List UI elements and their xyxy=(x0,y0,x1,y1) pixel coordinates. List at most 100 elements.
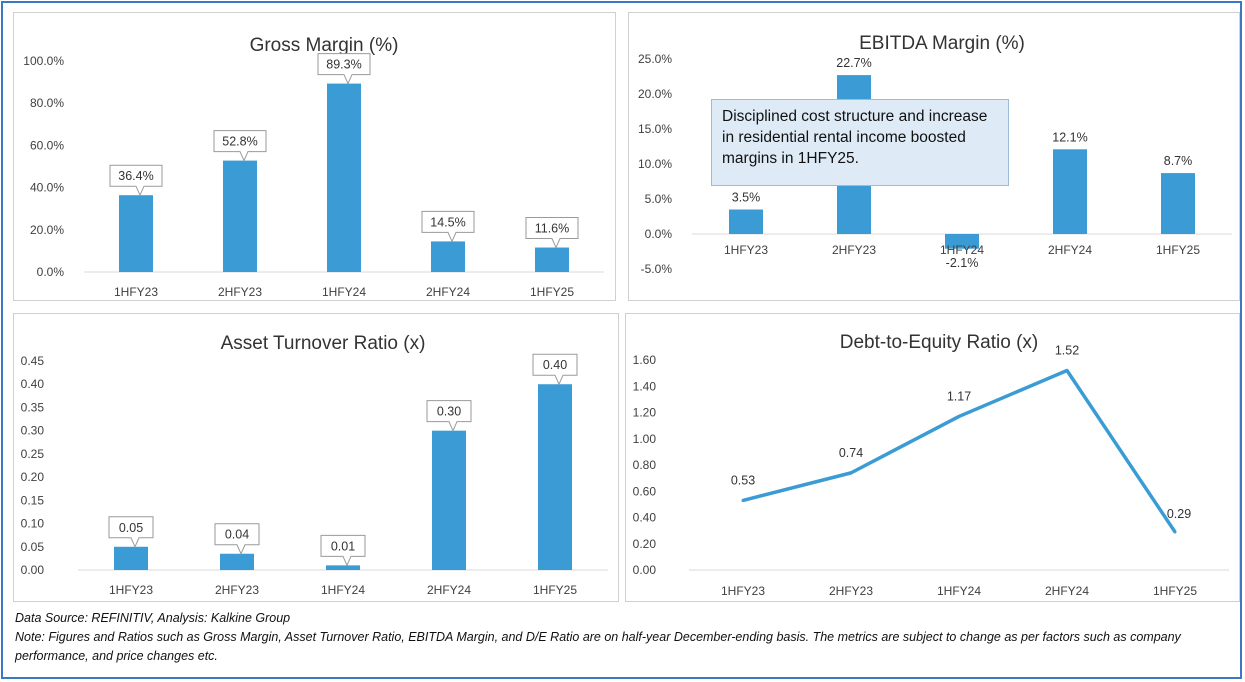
y-tick-label: 1.00 xyxy=(633,432,657,446)
chart-title: Gross Margin (%) xyxy=(250,35,399,56)
data-label: 52.8% xyxy=(222,135,257,149)
y-tick-label: 0.00 xyxy=(633,563,657,577)
data-label: 36.4% xyxy=(118,169,153,183)
footer-notes: Data Source: REFINITIV, Analysis: Kalkin… xyxy=(15,609,1237,666)
data-label: 0.74 xyxy=(839,446,863,460)
x-tick-label: 2HFY24 xyxy=(1045,584,1089,598)
y-tick-label: 0.15 xyxy=(21,493,45,507)
x-tick-label: 2HFY23 xyxy=(829,584,873,598)
data-label: 3.5% xyxy=(732,191,761,205)
y-tick-label: 1.60 xyxy=(633,353,657,367)
data-label-callout xyxy=(317,53,371,85)
data-label: 0.01 xyxy=(331,539,355,553)
y-tick-label: 1.20 xyxy=(633,406,657,420)
bar xyxy=(119,195,153,272)
data-label: -2.1% xyxy=(946,256,979,270)
y-tick-label: 10.0% xyxy=(638,157,672,171)
data-label-callout xyxy=(214,523,260,555)
line-point xyxy=(849,471,853,475)
data-label: 1.17 xyxy=(947,389,971,403)
asset-turnover-chart-panel: Asset Turnover Ratio (x) 0.45 0.40 0.35 0.30… xyxy=(13,313,619,602)
x-tick-label: 1HFY24 xyxy=(322,285,366,299)
bar xyxy=(945,234,979,249)
x-tick-label: 1HFY25 xyxy=(1156,243,1200,257)
y-tick-label: 0.00 xyxy=(21,563,45,577)
x-tick-label: 1HFY24 xyxy=(937,584,981,598)
y-tick-label: 80.0% xyxy=(30,96,64,110)
y-tick-label: 0.40 xyxy=(21,377,45,391)
y-tick-label: 15.0% xyxy=(638,122,672,136)
x-tick-label: 1HFY25 xyxy=(533,583,577,597)
y-tick-label: 0.0% xyxy=(645,227,673,241)
x-tick-label: 1HFY24 xyxy=(321,583,365,597)
data-label: 0.40 xyxy=(543,358,567,372)
data-label-callout xyxy=(213,130,267,162)
line-point xyxy=(741,498,745,502)
y-tick-label: 20.0% xyxy=(638,87,672,101)
y-tick-label: 0.40 xyxy=(633,511,657,525)
bar xyxy=(327,83,361,273)
data-label-callout xyxy=(320,534,366,567)
line-point xyxy=(1065,369,1069,372)
y-tick-label: 0.60 xyxy=(633,484,657,498)
bar xyxy=(114,546,148,570)
x-tick-label: 2HFY24 xyxy=(426,285,470,299)
x-tick-label: 1HFY23 xyxy=(721,584,765,598)
y-tick-label: 0.05 xyxy=(21,540,45,554)
data-label-callout xyxy=(426,400,472,432)
bar xyxy=(1161,173,1195,234)
data-label: 0.05 xyxy=(119,521,143,535)
chart-title: Debt-to-Equity Ratio (x) xyxy=(840,332,1039,353)
x-tick-label: 1HFY25 xyxy=(1153,584,1197,598)
bar xyxy=(432,430,466,570)
ebitda-annotation-callout: Disciplined cost structure and increase … xyxy=(711,99,1009,186)
data-label-callout xyxy=(109,164,163,197)
y-tick-label: 100.0% xyxy=(23,54,64,68)
debt-to-equity-chart-panel: Debt-to-Equity Ratio (x) 1.60 1.40 1.20 1.00… xyxy=(625,313,1240,602)
data-label-callout xyxy=(525,217,579,249)
y-tick-label: 25.0% xyxy=(638,52,672,66)
data-label: 8.7% xyxy=(1164,154,1193,168)
x-tick-label: 2HFY24 xyxy=(427,583,471,597)
y-tick-label: -5.0% xyxy=(641,262,673,276)
line-point xyxy=(957,414,961,418)
data-label: 11.6% xyxy=(535,222,570,236)
x-tick-label: 1HFY23 xyxy=(114,285,158,299)
y-tick-label: 40.0% xyxy=(30,181,64,195)
data-label: 0.30 xyxy=(437,405,461,419)
x-tick-label: 2HFY23 xyxy=(218,285,262,299)
data-label: 22.7% xyxy=(836,56,871,70)
bar xyxy=(326,565,360,570)
x-tick-label: 1HFY23 xyxy=(724,243,768,257)
x-tick-label: 1HFY23 xyxy=(109,583,153,597)
y-tick-label: 0.10 xyxy=(21,517,45,531)
x-tick-label: 2HFY23 xyxy=(215,583,259,597)
bar xyxy=(1053,149,1087,234)
chart-title: Asset Turnover Ratio (x) xyxy=(221,333,426,354)
note-text: Note: Figures and Ratios such as Gross M… xyxy=(15,630,1181,663)
bar xyxy=(220,553,254,570)
y-tick-label: 0.20 xyxy=(21,470,45,484)
data-label-callout xyxy=(532,353,578,386)
ebitda-margin-chart-panel: EBITDA Margin (%) 25.0% 20.0% 15.0% 10.0% 5.0… xyxy=(628,12,1240,301)
y-tick-label: 5.0% xyxy=(645,192,673,206)
y-tick-label: 0.25 xyxy=(21,447,45,461)
bar xyxy=(535,247,569,272)
gross-margin-chart: Gross Margin (%) 100.0% 80.0% 60.0% 40.0% 20.… xyxy=(23,35,604,299)
x-tick-label: 1HFY25 xyxy=(530,285,574,299)
data-label-callout xyxy=(108,516,154,549)
data-label-callout xyxy=(421,210,475,243)
data-source-text: Data Source: REFINITIV, Analysis: Kalkin… xyxy=(15,611,291,625)
y-tick-label: 0.45 xyxy=(21,354,45,368)
bar xyxy=(538,384,572,570)
data-label: 0.53 xyxy=(731,473,755,487)
y-tick-label: 20.0% xyxy=(30,223,64,237)
y-tick-label: 0.35 xyxy=(21,400,45,414)
y-tick-label: 0.80 xyxy=(633,458,657,472)
data-label: 14.5% xyxy=(430,215,465,229)
x-tick-label: 2HFY24 xyxy=(1048,243,1092,257)
bar xyxy=(431,241,465,272)
y-tick-label: 0.0% xyxy=(37,265,65,279)
line-point xyxy=(1173,530,1177,534)
